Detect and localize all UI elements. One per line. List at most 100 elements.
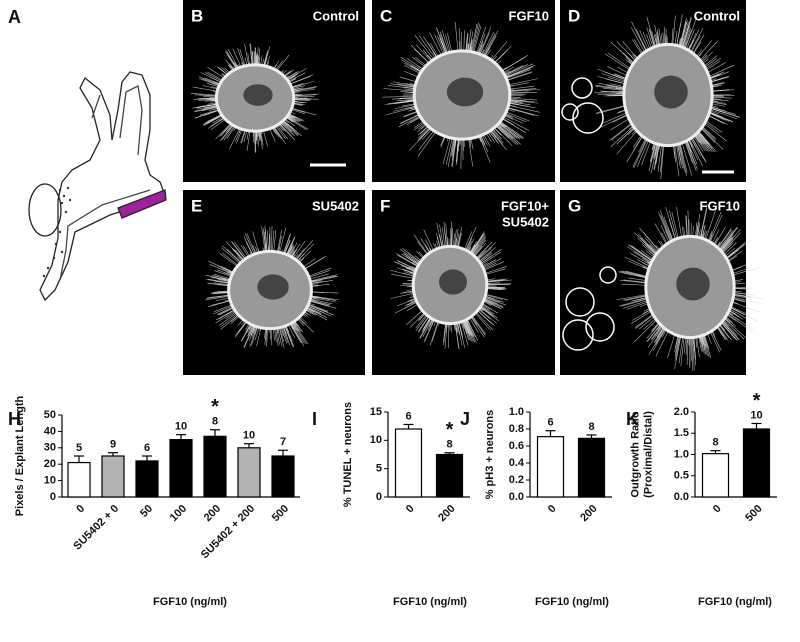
- x-tick-label: 0: [404, 503, 417, 516]
- fiber: [277, 236, 282, 254]
- image-letter: F: [380, 196, 390, 215]
- bar: [271, 455, 295, 498]
- fiber: [493, 123, 517, 145]
- panel-letter: K: [626, 409, 639, 429]
- n-label: 10: [243, 430, 255, 442]
- fiber: [722, 318, 745, 340]
- x-tick-label: 200: [578, 503, 599, 524]
- fiber: [708, 214, 723, 245]
- explant-core: [439, 269, 467, 295]
- image-letter: G: [568, 196, 581, 215]
- outline-circle: [585, 312, 615, 342]
- bar: [742, 428, 771, 498]
- fiber: [194, 105, 219, 113]
- x-axis-label: FGF10 (ng/ml): [535, 596, 609, 608]
- bar: [536, 436, 565, 498]
- image-label: Control: [694, 8, 740, 23]
- x-tick-label: 0: [74, 503, 87, 516]
- n-label: 8: [446, 439, 452, 451]
- y-tick-label: 0.0: [509, 491, 524, 503]
- outline-circle: [572, 102, 604, 134]
- fiber: [492, 45, 512, 65]
- panel-letter: A: [8, 7, 21, 27]
- fiber: [619, 50, 635, 65]
- image-letter: D: [568, 6, 580, 25]
- image-label: FGF10: [700, 198, 740, 213]
- image-label: SU5402: [312, 198, 359, 213]
- fiber: [222, 252, 240, 267]
- fiber: [224, 51, 238, 71]
- y-tick-label: 1.0: [674, 448, 689, 460]
- fiber: [679, 142, 688, 174]
- image-label: Control: [313, 8, 359, 23]
- micrograph: D Control: [560, 0, 746, 182]
- fiber: [229, 125, 242, 150]
- y-tick-label: 0.8: [509, 423, 524, 435]
- n-label: 8: [712, 437, 718, 449]
- x-tick-label: 0: [711, 503, 724, 516]
- micrograph: F FGF10+SU5402: [372, 190, 555, 375]
- micrograph: E SU5402: [183, 190, 365, 375]
- fiber: [445, 34, 451, 54]
- y-tick-label: 2.0: [674, 406, 689, 418]
- fiber: [265, 228, 268, 254]
- inner-line: [59, 189, 151, 281]
- significance-star: *: [211, 396, 219, 418]
- bar: [203, 435, 227, 498]
- y-tick-label: 5: [376, 463, 382, 475]
- n-label: 10: [750, 409, 762, 421]
- fiber: [489, 41, 508, 63]
- image-letter: C: [380, 6, 392, 25]
- fiber: [476, 246, 493, 261]
- fiber: [289, 322, 305, 347]
- fiber: [288, 321, 302, 343]
- y-axis-label: Pixels / Explant Length: [14, 396, 26, 517]
- x-axis-label: FGF10 (ng/ml): [393, 596, 467, 608]
- y-axis-label: Outgrowth Ratio: [629, 411, 641, 497]
- x-axis-label: FGF10 (ng/ml): [153, 596, 227, 608]
- bar: [135, 460, 159, 498]
- y-axis-label: % TUNEL + neurons: [342, 402, 354, 507]
- fiber: [687, 210, 690, 239]
- fiber: [290, 107, 317, 116]
- fiber: [190, 93, 219, 96]
- fiber: [423, 229, 435, 253]
- fiber: [624, 256, 651, 269]
- micrograph: G FGF10: [560, 190, 764, 375]
- y-tick-label: 10: [370, 434, 382, 446]
- y-tick-label: 20: [44, 458, 56, 470]
- image-letter: B: [191, 6, 203, 25]
- outline-circle: [562, 319, 594, 351]
- significance-star: *: [753, 390, 761, 412]
- fiber: [706, 113, 728, 125]
- fiber: [398, 114, 423, 128]
- highlight: [117, 189, 167, 219]
- x-tick-label: 100: [168, 503, 189, 524]
- bar: [435, 453, 464, 498]
- fiber: [657, 143, 663, 172]
- fiber: [650, 140, 659, 174]
- x-tick-label: 500: [743, 503, 764, 524]
- n-label: 10: [175, 421, 187, 433]
- panel-letter: I: [312, 409, 317, 429]
- fiber: [209, 264, 234, 275]
- stipple: [42, 186, 72, 278]
- y-tick-label: 1.0: [509, 406, 524, 418]
- explant-core: [446, 77, 484, 107]
- y-tick-label: 0: [376, 491, 382, 503]
- explant-core: [243, 84, 273, 106]
- bar: [237, 447, 261, 498]
- fiber: [633, 317, 659, 343]
- fiber: [729, 293, 764, 300]
- fiber: [702, 122, 727, 142]
- y-axis-label: (Proximal/Distal): [642, 411, 654, 498]
- fiber: [220, 124, 234, 141]
- bar: [577, 437, 606, 498]
- n-label: 6: [405, 410, 411, 422]
- micrograph: C FGF10: [372, 0, 555, 182]
- bar: [101, 455, 125, 498]
- n-label: 7: [280, 436, 286, 448]
- image-label: FGF10+: [501, 198, 549, 213]
- explant-core: [654, 75, 688, 109]
- fiber: [447, 136, 455, 168]
